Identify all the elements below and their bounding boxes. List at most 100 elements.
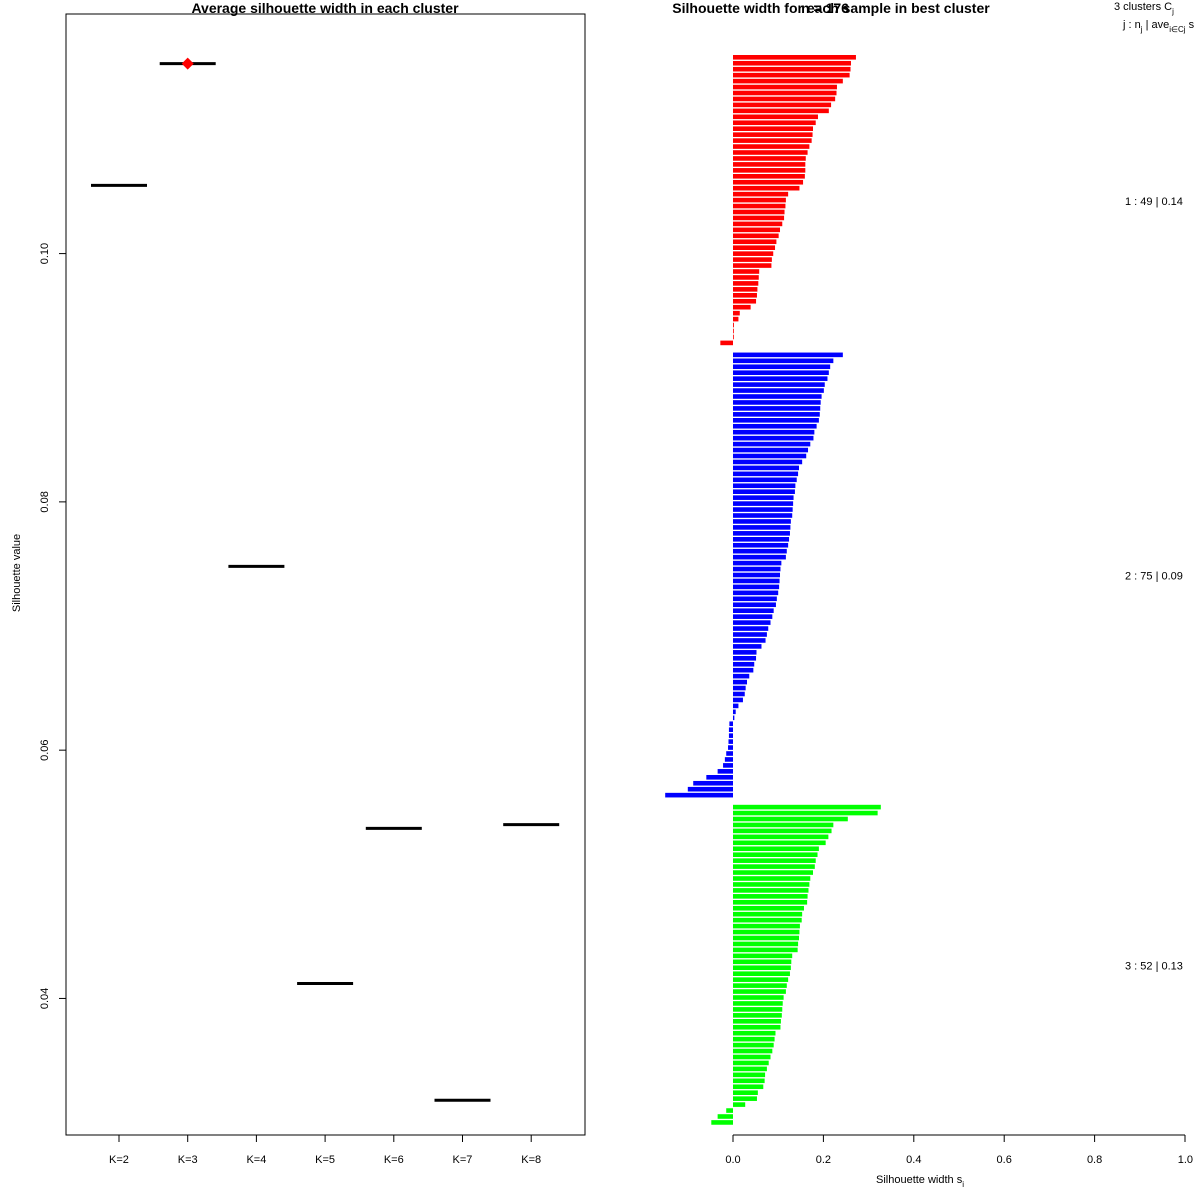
silhouette-bar: [733, 429, 815, 435]
silhouette-bar: [733, 376, 828, 381]
silhouette-bar: [733, 554, 786, 560]
silhouette-bar: [733, 632, 767, 637]
silhouette-bar: [733, 846, 819, 852]
silhouette-bar: [733, 852, 818, 857]
silhouette-bar: [733, 578, 780, 584]
silhouette-bars: [665, 55, 881, 1125]
silhouette-bar: [687, 786, 733, 792]
left-y-tick-label: 0.08: [39, 491, 51, 512]
best-k-marker: [181, 57, 194, 70]
silhouette-bar: [733, 816, 848, 822]
silhouette-bar: [733, 215, 785, 221]
silhouette-bar: [733, 911, 803, 917]
silhouette-bar: [733, 507, 793, 512]
silhouette-bar: [717, 769, 733, 774]
silhouette-bar: [733, 828, 832, 834]
silhouette-bar: [733, 923, 800, 929]
left-x-tick-label: K=4: [246, 1154, 266, 1166]
silhouette-bar: [733, 894, 808, 899]
legend-header-main: 3 clusters C: [1114, 1, 1172, 13]
left-x-tick-label: K=2: [109, 1154, 129, 1166]
silhouette-bar: [733, 78, 843, 84]
silhouette-bar: [733, 394, 822, 399]
right-x-tick-label: 0.0: [725, 1154, 740, 1166]
silhouette-bar: [733, 1013, 782, 1018]
left-y-tick-label: 0.04: [39, 988, 51, 1009]
silhouette-bar: [733, 834, 829, 840]
silhouette-bar: [733, 1096, 757, 1101]
silhouette-bar: [733, 156, 806, 161]
silhouette-bar: [733, 233, 779, 239]
silhouette-bar: [733, 804, 881, 810]
silhouette-bar: [733, 519, 791, 524]
silhouette-bar: [733, 316, 739, 322]
left-plot-frame: [65, 13, 586, 1136]
silhouette-bar: [733, 620, 771, 625]
silhouette-bar: [733, 406, 821, 411]
right-x-tick-label: 0.2: [816, 1154, 831, 1166]
silhouette-bar: [733, 679, 748, 685]
silhouette-bar: [711, 1120, 733, 1125]
silhouette-bar: [733, 1019, 781, 1024]
silhouette-bar: [733, 1030, 776, 1036]
legend-subheader-sub-j: j: [1140, 25, 1143, 34]
silhouette-bar: [733, 608, 774, 613]
right-x-label-main: Silhouette width s: [876, 1174, 963, 1186]
silhouette-bar: [724, 757, 733, 762]
silhouette-bar: [733, 584, 780, 590]
silhouette-bar: [733, 227, 781, 233]
silhouette-bar: [733, 513, 793, 518]
silhouette-bar: [733, 929, 800, 935]
silhouette-bar: [733, 995, 784, 1000]
silhouette-bar: [733, 525, 791, 530]
silhouette-bar: [733, 352, 843, 358]
silhouette-bar: [726, 751, 733, 756]
left-title: Average silhouette width in each cluster: [191, 0, 459, 16]
silhouette-bar: [693, 780, 733, 786]
silhouette-bar: [728, 733, 733, 738]
right-x-tick-label: 0.6: [997, 1154, 1012, 1166]
silhouette-bar: [733, 221, 783, 227]
silhouette-bar: [733, 328, 734, 334]
legend-subheader-sub-set: i∈Cj: [1169, 25, 1186, 34]
legend-header-subscript: j: [1171, 7, 1174, 16]
silhouette-bar: [733, 465, 799, 471]
silhouette-bar: [733, 1007, 783, 1012]
right-x-tick-label: 1.0: [1178, 1154, 1193, 1166]
right-x-tick-label: 0.4: [906, 1154, 921, 1166]
silhouette-bar: [733, 650, 757, 655]
silhouette-bar: [733, 667, 754, 673]
silhouette-bar: [733, 209, 785, 215]
silhouette-bar: [733, 441, 811, 447]
cluster-labels: 1 : 49 | 0.14 2 : 75 | 0.09 3 : 52 | 0.13: [1125, 196, 1183, 973]
cluster-legend: 3 clusters Cj j : nj | avei∈Cj s: [1114, 1, 1195, 34]
left-y-tick-label: 0.06: [39, 739, 51, 760]
silhouette-bar: [733, 1090, 758, 1095]
silhouette-bar: [733, 269, 760, 274]
silhouette-bar: [733, 495, 794, 500]
silhouette-bar: [733, 709, 736, 715]
silhouette-bar: [733, 876, 811, 881]
silhouette-bar: [733, 453, 807, 459]
silhouette-bar: [733, 965, 791, 971]
legend-subheader-s: s: [1186, 19, 1195, 31]
silhouette-bar: [733, 858, 816, 863]
silhouette-bar: [733, 144, 810, 149]
silhouette-bar: [733, 1024, 781, 1030]
left-marks: [91, 57, 560, 1102]
silhouette-bar: [733, 298, 757, 304]
right-title: Silhouette width for each sample in best…: [672, 0, 990, 16]
left-panel: Average silhouette width in each cluster…: [11, 0, 586, 1166]
legend-subheader-ave: | ave: [1143, 19, 1170, 31]
silhouette-bar: [729, 721, 733, 727]
silhouette-bar: [733, 959, 792, 965]
silhouette-bar: [733, 840, 826, 846]
silhouette-bar: [733, 1054, 771, 1060]
cluster-label: 2 : 75 | 0.09: [1125, 571, 1183, 583]
silhouette-bar: [733, 1072, 766, 1078]
overlapping-title-text: n = 176: [801, 0, 849, 16]
silhouette-bar: [733, 126, 814, 131]
silhouette-bar: [733, 697, 743, 703]
silhouette-bar: [723, 763, 733, 768]
silhouette-bar: [733, 1042, 774, 1048]
